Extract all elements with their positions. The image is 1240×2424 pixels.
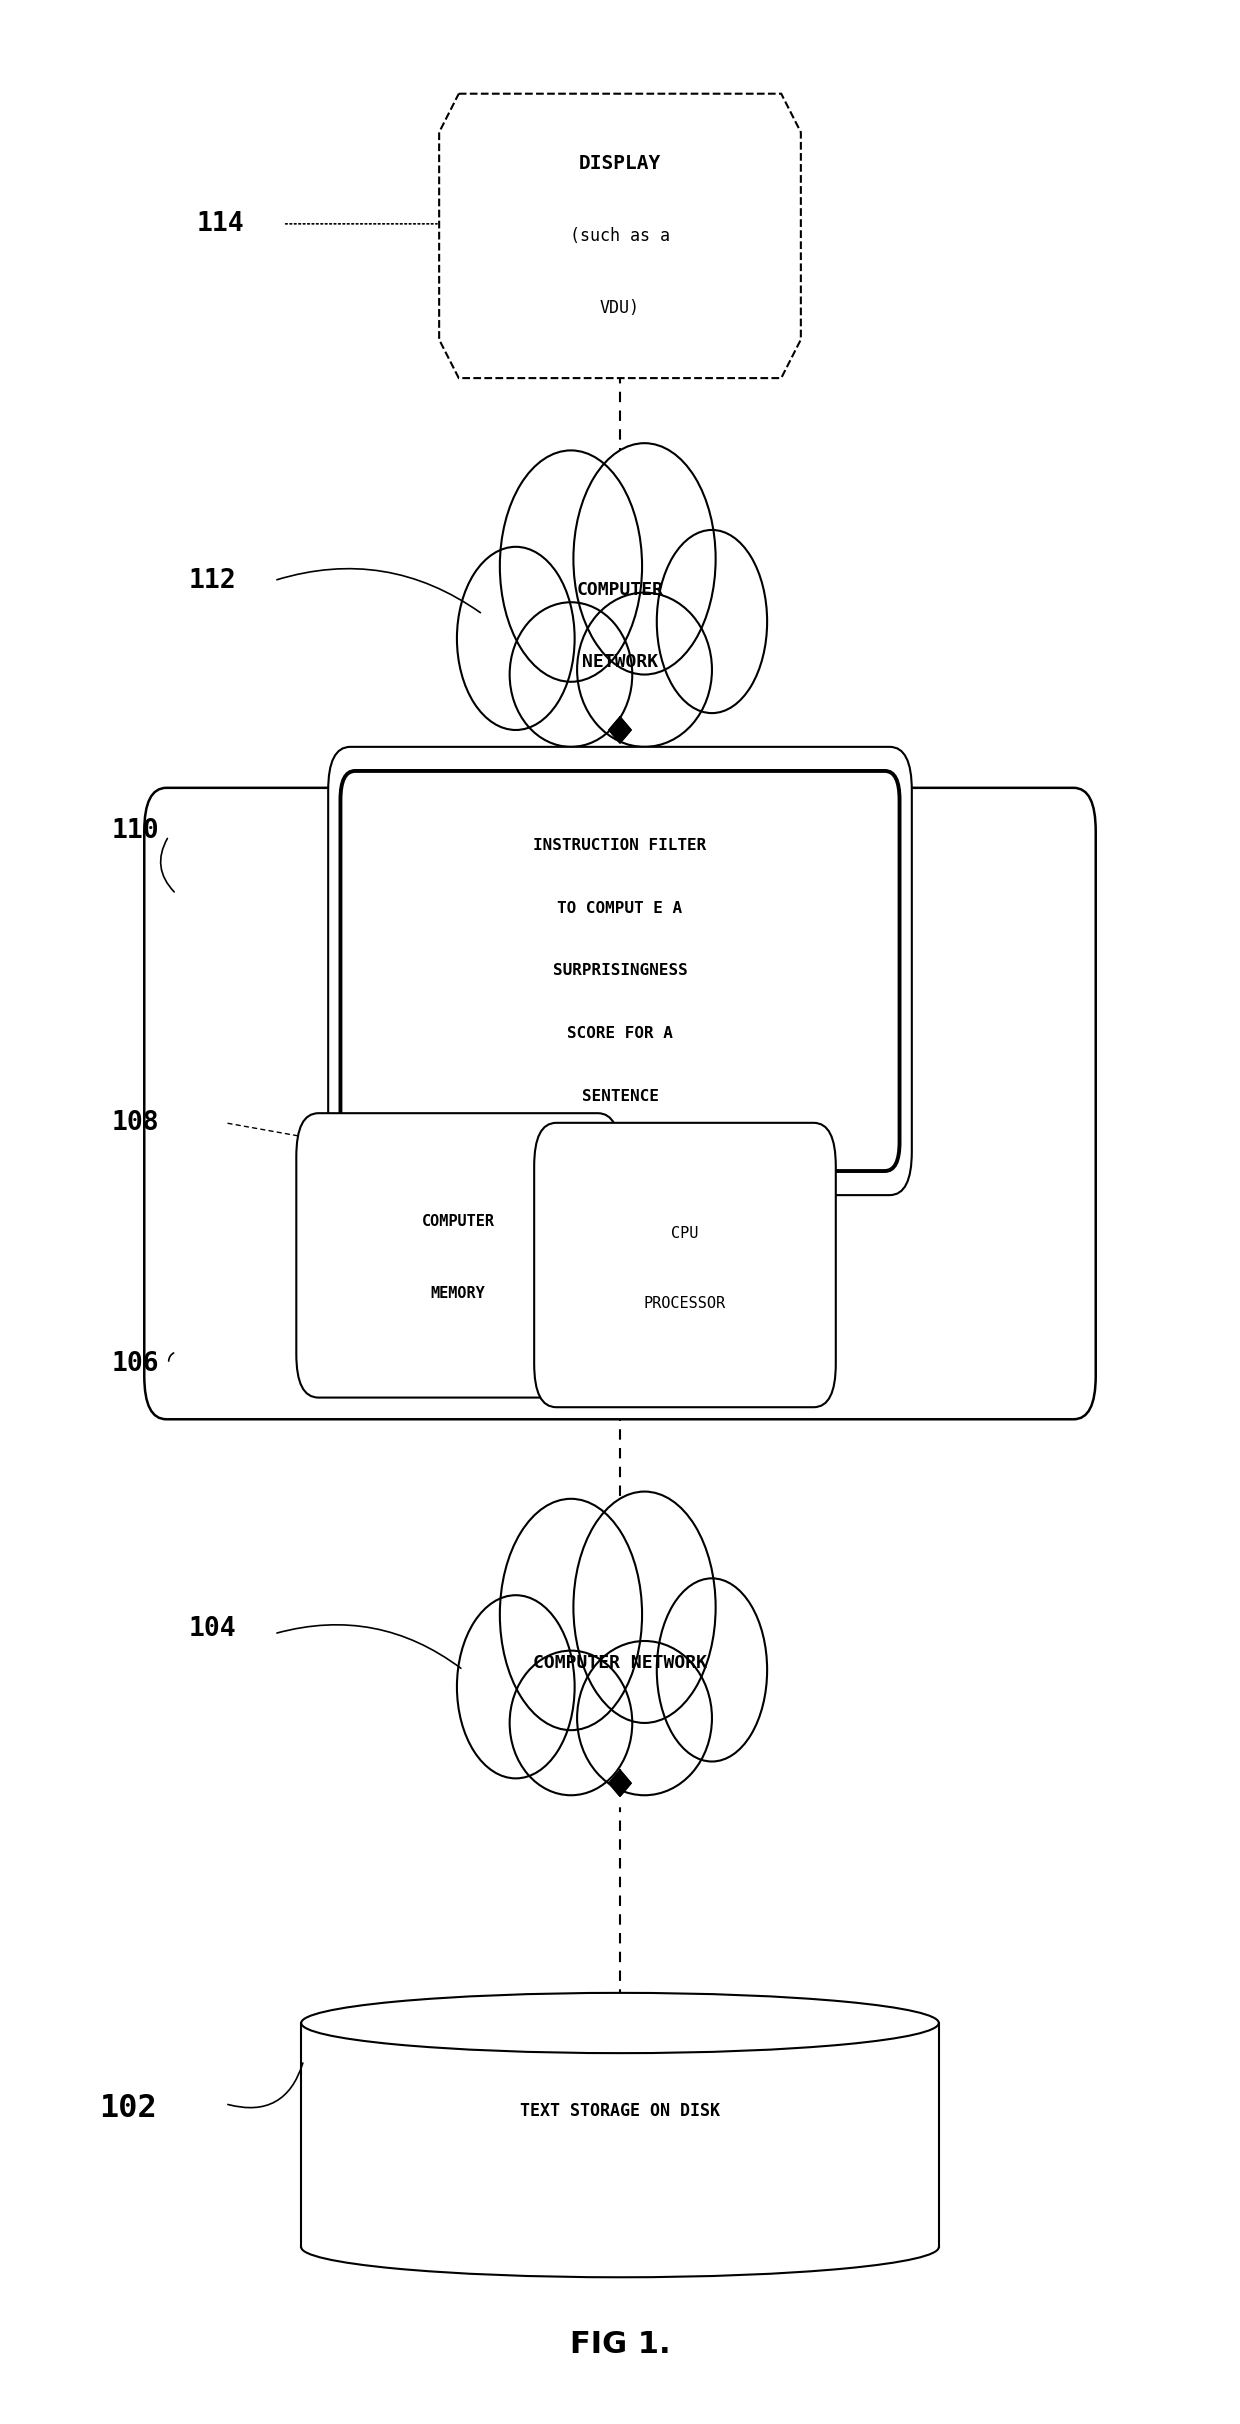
Polygon shape [609, 718, 631, 744]
Text: SURPRISINGNESS: SURPRISINGNESS [553, 962, 687, 979]
Ellipse shape [573, 444, 715, 674]
Text: COMPUTER: COMPUTER [422, 1214, 495, 1229]
Ellipse shape [657, 531, 768, 713]
Text: TEXT STORAGE ON DISK: TEXT STORAGE ON DISK [520, 2102, 720, 2121]
Ellipse shape [438, 1542, 802, 1808]
Polygon shape [609, 1770, 631, 1796]
Text: SCORE FOR A: SCORE FOR A [567, 1025, 673, 1042]
Ellipse shape [657, 1578, 768, 1762]
Text: CPU: CPU [671, 1227, 698, 1241]
Text: SENTENCE: SENTENCE [582, 1088, 658, 1103]
Ellipse shape [471, 482, 769, 771]
Text: (such as a: (such as a [570, 228, 670, 245]
FancyBboxPatch shape [534, 1122, 836, 1408]
Ellipse shape [456, 1595, 574, 1779]
Polygon shape [439, 95, 801, 378]
Ellipse shape [500, 1498, 642, 1731]
Ellipse shape [573, 1491, 715, 1723]
Ellipse shape [500, 451, 642, 681]
FancyBboxPatch shape [329, 747, 911, 1195]
Text: 106: 106 [112, 1350, 159, 1377]
Ellipse shape [301, 1993, 939, 2053]
Text: 104: 104 [188, 1617, 236, 1641]
Text: INSTRUCTION FILTER: INSTRUCTION FILTER [533, 839, 707, 853]
Text: 108: 108 [112, 1110, 159, 1137]
Text: COMPUTER: COMPUTER [577, 582, 663, 599]
Ellipse shape [577, 591, 712, 747]
FancyBboxPatch shape [341, 771, 899, 1171]
FancyBboxPatch shape [296, 1113, 620, 1399]
Text: NETWORK: NETWORK [582, 654, 658, 671]
Text: COMPUTER NETWORK: COMPUTER NETWORK [533, 1653, 707, 1673]
Text: VDU): VDU) [600, 298, 640, 318]
Ellipse shape [456, 548, 574, 730]
Text: TO COMPUT E A: TO COMPUT E A [558, 902, 682, 916]
Text: MEMORY: MEMORY [430, 1287, 486, 1302]
Text: 112: 112 [188, 567, 236, 594]
Ellipse shape [510, 1651, 632, 1796]
Text: PROCESSOR: PROCESSOR [644, 1297, 727, 1311]
Text: 110: 110 [112, 819, 159, 844]
Text: FIG 1.: FIG 1. [569, 2329, 671, 2359]
Bar [301, 2024, 939, 2247]
FancyBboxPatch shape [144, 788, 1096, 1420]
Text: 114: 114 [197, 211, 244, 238]
Ellipse shape [577, 1641, 712, 1796]
Ellipse shape [510, 601, 632, 747]
Text: DISPLAY: DISPLAY [579, 155, 661, 172]
Text: 102: 102 [99, 2092, 156, 2123]
